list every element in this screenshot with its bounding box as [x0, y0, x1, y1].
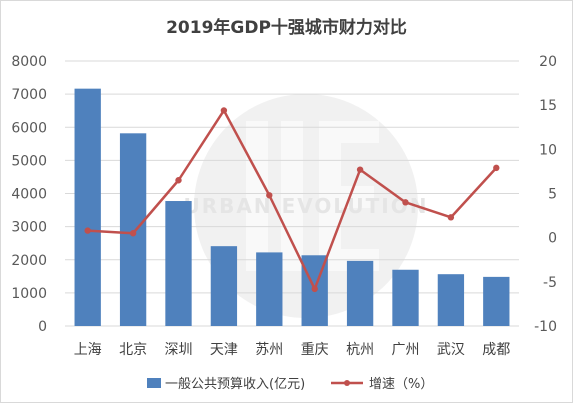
bar — [210, 246, 238, 326]
category-label: 广州 — [392, 342, 420, 358]
line-point — [266, 192, 273, 199]
bar — [346, 260, 374, 326]
category-label: 武汉 — [437, 342, 465, 358]
legend: 一般公共预算收入(亿元) 增速（%） — [147, 376, 433, 392]
left-tick-label: 4000 — [11, 187, 47, 203]
category-label: 苏州 — [255, 342, 283, 358]
legend-bar-swatch — [147, 378, 161, 388]
line-point — [129, 230, 137, 237]
category-label: 北京 — [119, 342, 147, 358]
line-point — [220, 107, 228, 114]
left-axis: 0 1000 2000 3000 4000 5000 6000 7000 8000 — [11, 54, 47, 335]
right-axis: -10 -5 0 5 10 15 20 — [534, 54, 557, 335]
bar — [392, 269, 419, 326]
line-point — [493, 164, 500, 172]
line-point — [84, 227, 91, 234]
bar — [165, 201, 192, 326]
bar — [437, 274, 465, 326]
bar-series — [74, 88, 510, 326]
left-tick-label: 7000 — [11, 87, 47, 103]
category-label: 成都 — [482, 342, 510, 358]
left-tick-label: 0 — [38, 319, 47, 335]
left-tick-label: 6000 — [11, 120, 47, 136]
watermark-text: URBAN EVOLUTION — [184, 194, 429, 218]
growth-line — [87, 109, 498, 291]
right-tick-label: 15 — [539, 98, 557, 114]
category-axis: 上海 北京 深圳 天津 苏州 重庆 杭州 广州 武汉 成都 — [74, 342, 511, 358]
right-tick-label: 5 — [548, 187, 557, 203]
left-tick-label: 2000 — [11, 253, 47, 269]
line-point — [402, 199, 409, 206]
legend-line-label: 增速（%） — [369, 377, 433, 392]
chart-title: 2019年GDP十强城市财力对比 — [166, 18, 407, 38]
bar — [119, 133, 147, 326]
right-tick-label: 20 — [539, 54, 557, 70]
bar — [256, 252, 283, 326]
category-label: 天津 — [210, 342, 238, 358]
line-point — [356, 166, 364, 173]
category-label: 上海 — [74, 342, 102, 358]
legend-line-marker — [344, 380, 350, 386]
category-label: 杭州 — [346, 342, 374, 358]
legend-bar-label: 一般公共预算收入(亿元) — [165, 376, 305, 392]
category-label: 重庆 — [301, 342, 329, 358]
bar — [74, 88, 101, 326]
right-tick-label: -10 — [534, 319, 557, 335]
category-label: 深圳 — [165, 342, 193, 358]
left-tick-label: 8000 — [11, 54, 47, 70]
left-tick-label: 3000 — [11, 220, 47, 236]
line-point — [311, 285, 318, 293]
bar — [483, 276, 510, 326]
line-series — [84, 107, 500, 293]
left-tick-label: 1000 — [11, 286, 47, 302]
right-tick-label: 10 — [539, 142, 557, 158]
right-tick-label: -5 — [543, 275, 557, 291]
left-tick-label: 5000 — [11, 153, 47, 169]
line-point — [447, 214, 455, 221]
right-tick-label: 0 — [548, 231, 557, 247]
line-point — [175, 177, 182, 184]
